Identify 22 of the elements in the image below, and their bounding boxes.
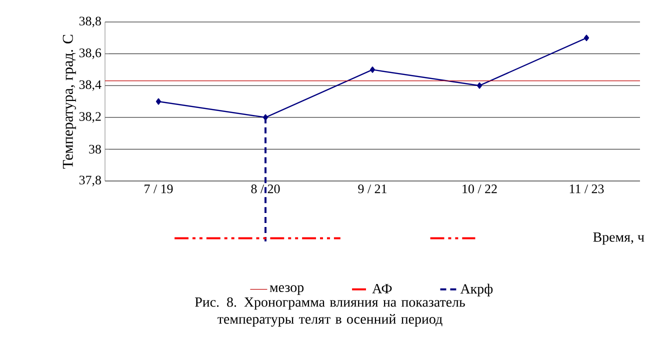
y-axis-title: Температура, град. С: [62, 34, 76, 169]
x-tick-label: 7 / 19: [144, 184, 173, 194]
y-tick-label: 38,4: [79, 80, 102, 91]
text: Рис. 8. Хронограмма влияния на показатель температуры телят в осенний период: [195, 297, 465, 327]
y-tick-label: 38: [89, 144, 101, 154]
y-tick-label: 38,8: [79, 16, 101, 28]
legend-label: мезор: [270, 285, 304, 295]
x-tick-label: 8 / 20: [251, 184, 280, 194]
point: [476, 82, 482, 89]
x-tick-label: 9 / 21: [358, 184, 386, 194]
x-tick-label: 10 / 22: [462, 184, 497, 194]
y-tick-label: 38,2: [79, 112, 101, 123]
text: АФ: [372, 284, 392, 294]
point: [262, 114, 268, 121]
point: [370, 66, 376, 73]
y-tick-label: 38,6: [79, 48, 102, 60]
point: [156, 98, 162, 105]
x-axis-title: Время, ч: [593, 232, 644, 245]
x-tick-label: 11 / 23: [570, 184, 604, 194]
point: [584, 34, 590, 42]
legend-label: Акрф: [460, 284, 493, 296]
y-tick-label: 37,8: [79, 176, 101, 186]
